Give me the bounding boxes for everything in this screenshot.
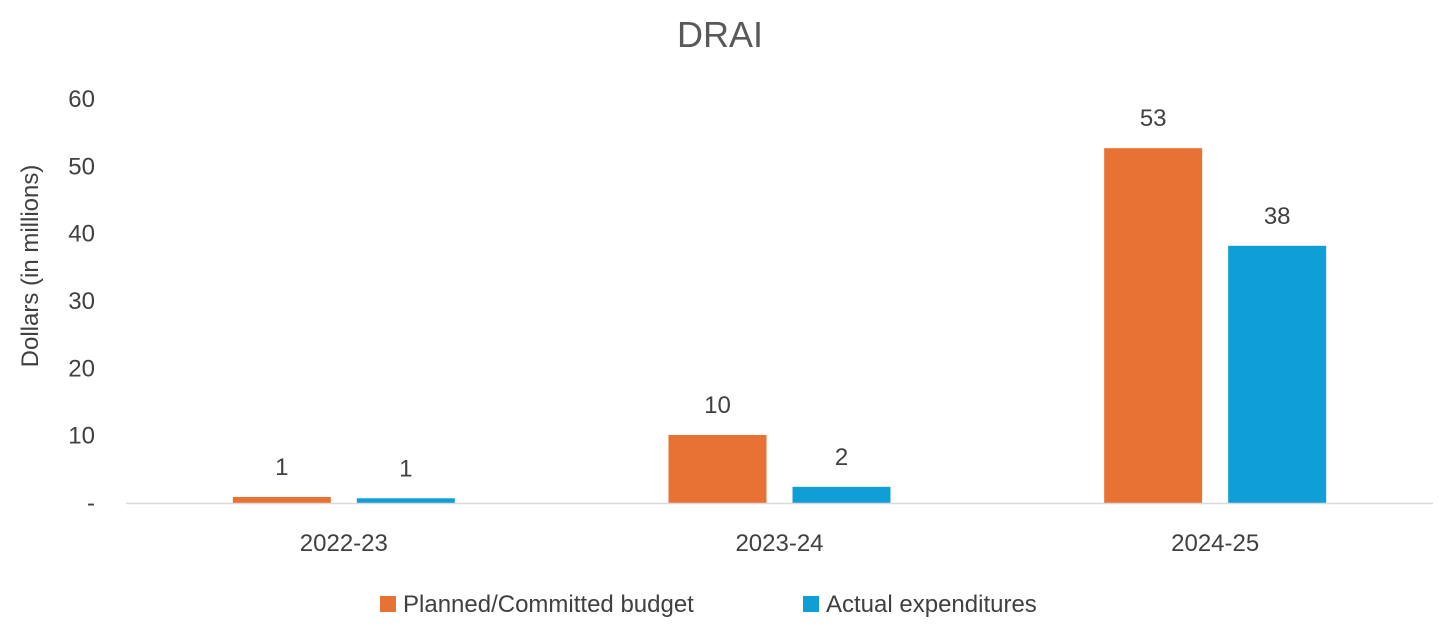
bar-data-label: 1 <box>275 454 288 481</box>
y-tick-label: 10 <box>68 423 95 450</box>
bar-planned-budget <box>1104 148 1203 504</box>
x-tick-label: 2024-25 <box>1171 530 1259 557</box>
y-tick-label: 50 <box>68 153 95 180</box>
bar-actual-expenditures <box>1228 245 1327 503</box>
legend-swatch <box>803 596 819 612</box>
bar-data-label: 38 <box>1264 203 1291 230</box>
bar-planned-budget <box>668 434 767 503</box>
y-tick-label: 60 <box>68 86 95 113</box>
x-tick-label: 2023-24 <box>735 530 823 557</box>
x-axis-ticks: 2022-23 2023-24 2024-25 <box>300 530 1259 557</box>
legend: Planned/Committed budget Actual expenditu… <box>380 591 1037 618</box>
bar-data-label: 53 <box>1140 105 1167 132</box>
legend-swatch <box>380 596 396 612</box>
y-tick-label: - <box>87 490 95 517</box>
bar-planned-budget <box>232 496 331 503</box>
y-axis-label: Dollars (in millions) <box>17 165 44 368</box>
y-tick-label: 20 <box>68 355 95 382</box>
legend-label: Actual expenditures <box>826 591 1037 618</box>
y-axis-ticks: - 10 20 30 40 50 60 <box>68 86 95 517</box>
x-tick-label: 2022-23 <box>300 530 388 557</box>
legend-label: Planned/Committed budget <box>403 591 694 618</box>
y-tick-label: 30 <box>68 288 95 315</box>
bars-group <box>232 148 1327 504</box>
bar-actual-expenditures <box>356 498 455 503</box>
bar-data-label: 10 <box>704 392 731 419</box>
chart-title: DRAI <box>677 14 763 55</box>
y-tick-label: 40 <box>68 221 95 248</box>
bar-data-label: 2 <box>835 444 848 471</box>
bar-actual-expenditures <box>792 486 891 503</box>
bar-data-label: 1 <box>399 455 412 482</box>
data-labels-group: 1 1 10 2 53 38 <box>275 105 1290 482</box>
